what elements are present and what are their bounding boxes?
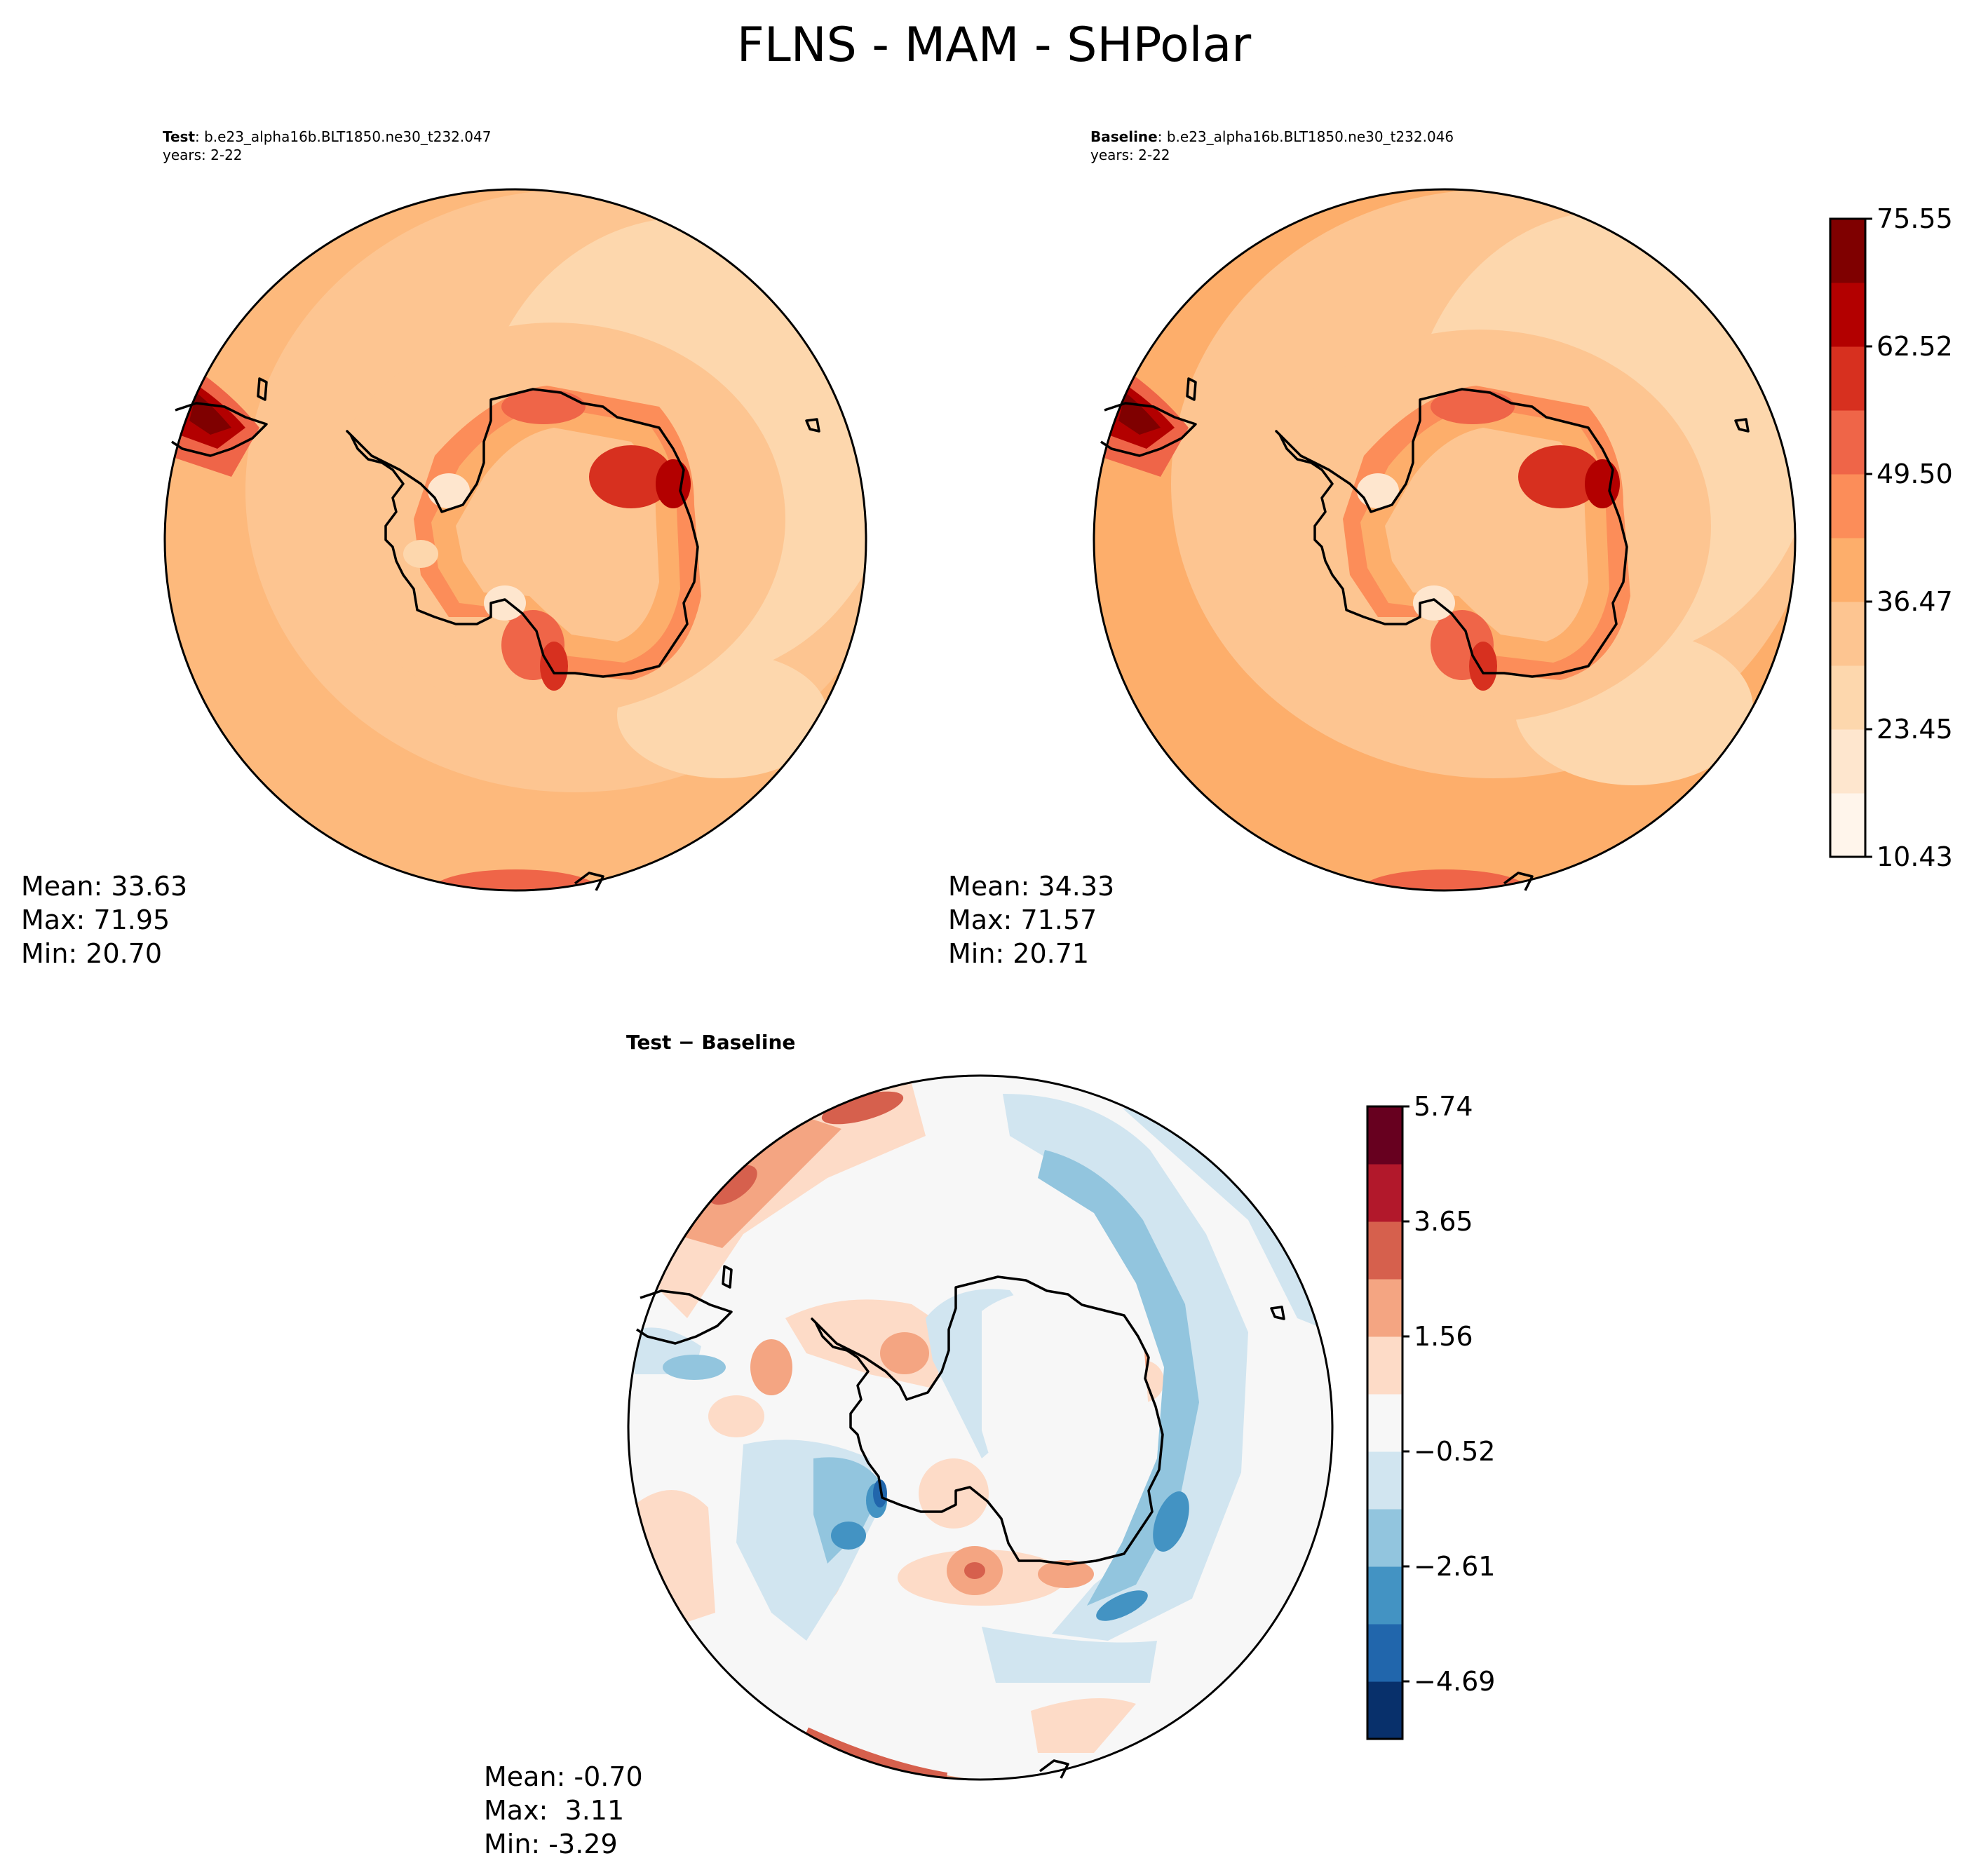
colorbar-top-swatch	[1830, 410, 1865, 475]
colorbar-diff-tick-label: 3.65	[1414, 1206, 1473, 1237]
colorbar-diff-tick-label: 1.56	[1414, 1321, 1473, 1352]
test-max: Max: 71.95	[21, 904, 170, 935]
diff-map-boundary	[627, 1074, 1334, 1781]
colorbar-diff-swatch	[1367, 1566, 1402, 1625]
baseline-map-boundary	[1093, 188, 1797, 892]
test-case-name: : b.e23_alpha16b.BLT1850.ne30_t232.047	[195, 128, 492, 145]
test-years: years: 2-22	[163, 147, 243, 163]
colorbar-top-swatch	[1830, 283, 1865, 347]
colorbar-diff-swatch	[1367, 1221, 1402, 1280]
test-map	[165, 189, 866, 890]
diff-stats: Mean: -0.70 Max: 3.11 Min: -3.29	[484, 1760, 643, 1861]
baseline-label: Baseline	[1090, 128, 1158, 145]
test-mean: Mean: 33.63	[21, 871, 188, 902]
colorbar-diff-swatch	[1367, 1509, 1402, 1567]
colorbar-diff-swatch	[1367, 1164, 1402, 1222]
colorbar-diff-swatch	[1367, 1681, 1402, 1740]
diff-coastlines	[636, 1265, 1285, 1779]
test-coastlines	[171, 377, 820, 891]
test-min: Min: 20.70	[21, 938, 163, 969]
colorbar-diff: −4.69 −2.61 −0.52 1.56 3.65 5.74	[1366, 1091, 1495, 1740]
colorbar-diff-tick-label: −2.61	[1414, 1551, 1495, 1582]
figure-title: FLNS - MAM - SHPolar	[736, 18, 1252, 73]
colorbar-top-swatch	[1830, 219, 1865, 283]
colorbar-diff-tick-label: −0.52	[1414, 1436, 1495, 1467]
baseline-case-name: : b.e23_alpha16b.BLT1850.ne30_t232.046	[1157, 128, 1454, 145]
baseline-years: years: 2-22	[1090, 147, 1170, 163]
diff-panel-title: Test − Baseline	[626, 1031, 796, 1054]
diff-min: Min: -3.29	[484, 1829, 618, 1859]
colorbar-diff-frame	[1366, 1105, 1404, 1740]
colorbar-diff-swatch	[1367, 1336, 1402, 1395]
baseline-panel-title: Baseline: b.e23_alpha16b.BLT1850.ne30_t2…	[1090, 128, 1454, 164]
colorbar-top-swatch	[1830, 729, 1865, 794]
baseline-mean: Mean: 34.33	[948, 871, 1115, 902]
test-panel-title: Test: b.e23_alpha16b.BLT1850.ne30_t232.0…	[163, 128, 491, 164]
colorbar-top: 10.43 23.45 36.47 49.50 62.52 75.55	[1829, 203, 1953, 872]
colorbar-top-swatch	[1830, 602, 1865, 666]
colorbar-top-tick-label: 10.43	[1877, 841, 1953, 872]
colorbar-top-swatch	[1830, 474, 1865, 538]
colorbar-diff-swatch	[1367, 1106, 1402, 1165]
colorbar-diff-tick-label: 5.74	[1414, 1091, 1473, 1122]
colorbar-top-swatch	[1830, 346, 1865, 411]
baseline-max: Max: 71.57	[948, 904, 1097, 935]
baseline-map	[1094, 189, 1795, 890]
baseline-stats: Mean: 34.33 Max: 71.57 Min: 20.71	[948, 869, 1114, 970]
colorbar-top-tick-label: 62.52	[1877, 331, 1953, 362]
test-label: Test	[163, 128, 196, 145]
colorbar-diff-swatch	[1367, 1279, 1402, 1337]
colorbar-top-swatch	[1830, 665, 1865, 730]
colorbar-diff-tick-label: −4.69	[1414, 1666, 1495, 1697]
baseline-coastlines	[1100, 377, 1750, 891]
colorbar-top-tick-label: 49.50	[1877, 459, 1953, 489]
test-stats: Mean: 33.63 Max: 71.95 Min: 20.70	[21, 869, 187, 970]
colorbar-top-frame	[1829, 217, 1867, 858]
test-map-boundary	[163, 188, 867, 892]
colorbar-diff-swatch	[1367, 1394, 1402, 1452]
colorbar-top-tick-label: 36.47	[1877, 586, 1953, 617]
colorbar-top-tick-label: 23.45	[1877, 714, 1953, 745]
diff-max: Max: 3.11	[484, 1795, 625, 1826]
baseline-min: Min: 20.71	[948, 938, 1090, 969]
diff-mean: Mean: -0.70	[484, 1761, 643, 1792]
colorbar-top-swatch	[1830, 793, 1865, 858]
colorbar-top-tick-label: 75.55	[1877, 203, 1953, 234]
colorbar-diff-swatch	[1367, 1451, 1402, 1510]
colorbar-diff-swatch	[1367, 1624, 1402, 1682]
colorbar-top-swatch	[1830, 538, 1865, 602]
diff-map	[628, 1076, 1332, 1780]
